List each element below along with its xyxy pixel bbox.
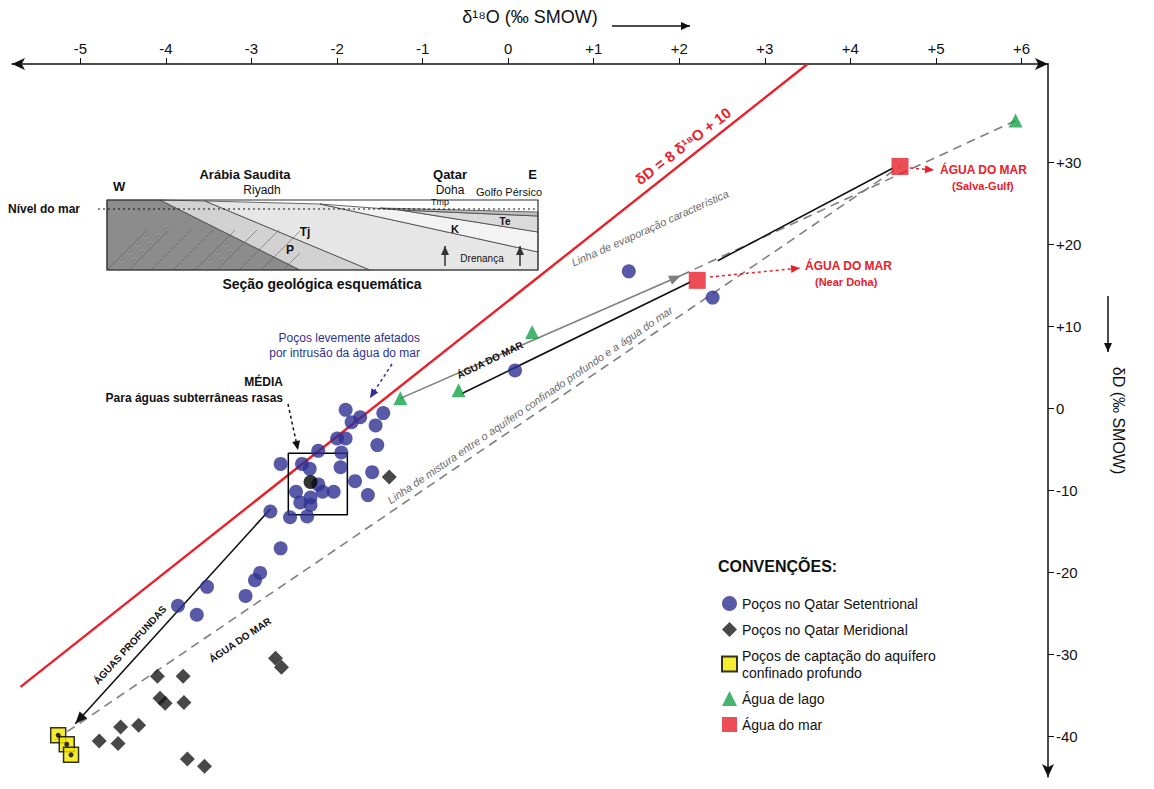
svg-text:-20: -20 <box>1056 564 1078 581</box>
svg-text:(Near Doha): (Near Doha) <box>815 276 878 288</box>
svg-text:Para águas subterrâneas rasas: Para águas subterrâneas rasas <box>106 391 284 405</box>
svg-text:(Salva-Gulf): (Salva-Gulf) <box>952 180 1014 192</box>
svg-text:confinado profundo: confinado profundo <box>742 665 862 681</box>
svg-text:Doha: Doha <box>436 183 465 197</box>
svg-text:Golfo Pérsico: Golfo Pérsico <box>476 186 542 198</box>
svg-text:ÁGUAS PROFUNDAS: ÁGUAS PROFUNDAS <box>91 603 169 687</box>
svg-text:Poços no Qatar Meridional: Poços no Qatar Meridional <box>742 622 908 638</box>
svg-text:+6: +6 <box>1013 40 1030 57</box>
svg-text:+10: +10 <box>1056 318 1081 335</box>
svg-text:Te: Te <box>500 216 511 227</box>
svg-text:-1: -1 <box>416 40 429 57</box>
svg-text:-40: -40 <box>1056 728 1078 745</box>
svg-text:Tmp: Tmp <box>431 197 449 207</box>
svg-text:-10: -10 <box>1056 482 1078 499</box>
svg-text:K: K <box>451 223 459 235</box>
svg-text:+3: +3 <box>756 40 773 57</box>
svg-text:Linha de mistura entre o aquíf: Linha de mistura entre o aquífero confin… <box>385 303 676 506</box>
svg-text:δD (‰ SMOW): δD (‰ SMOW) <box>1110 367 1127 475</box>
svg-text:ÁGUA DO MAR: ÁGUA DO MAR <box>940 162 1027 177</box>
svg-text:-3: -3 <box>245 40 258 57</box>
svg-text:δ¹⁸O (‰ SMOW): δ¹⁸O (‰ SMOW) <box>462 7 598 27</box>
svg-text:-30: -30 <box>1056 646 1078 663</box>
svg-text:0: 0 <box>504 40 512 57</box>
svg-text:Poços levemente afetados: Poços levemente afetados <box>279 331 420 345</box>
svg-text:-4: -4 <box>159 40 172 57</box>
svg-text:ÁGUA DO MAR: ÁGUA DO MAR <box>206 614 273 664</box>
svg-text:Drenança: Drenança <box>460 253 504 264</box>
svg-text:MÉDIA: MÉDIA <box>244 374 283 389</box>
svg-text:Riyadh: Riyadh <box>243 183 280 197</box>
svg-text:+2: +2 <box>671 40 688 57</box>
svg-text:E: E <box>528 167 537 182</box>
svg-text:+30: +30 <box>1056 154 1081 171</box>
svg-text:Seção geológica esquemática: Seção geológica esquemática <box>222 276 421 292</box>
svg-text:Água do mar: Água do mar <box>742 717 822 733</box>
svg-text:Poços de captação do aquífero: Poços de captação do aquífero <box>742 648 936 664</box>
svg-text:Água de lago: Água de lago <box>742 691 825 707</box>
svg-text:+1: +1 <box>585 40 602 57</box>
svg-text:CONVENÇÕES:: CONVENÇÕES: <box>718 556 837 575</box>
svg-text:Nível do mar: Nível do mar <box>8 202 80 216</box>
svg-text:-5: -5 <box>74 40 87 57</box>
svg-text:Qatar: Qatar <box>433 167 467 182</box>
svg-text:por intrusão da água do mar: por intrusão da água do mar <box>269 346 420 360</box>
svg-text:Linha de evaporação caracterís: Linha de evaporação característica <box>570 187 731 268</box>
svg-text:ÁGUA DO MAR: ÁGUA DO MAR <box>455 338 526 381</box>
svg-text:Arábia Saudita: Arábia Saudita <box>199 167 291 182</box>
svg-text:δD = 8 δ¹⁸O + 10: δD = 8 δ¹⁸O + 10 <box>632 104 734 188</box>
svg-text:+5: +5 <box>927 40 944 57</box>
svg-text:Poços no Qatar Setentrional: Poços no Qatar Setentrional <box>742 596 918 612</box>
svg-text:+20: +20 <box>1056 236 1081 253</box>
svg-text:W: W <box>113 179 126 194</box>
svg-text:Tj: Tj <box>300 225 311 239</box>
svg-text:-2: -2 <box>330 40 343 57</box>
svg-text:ÁGUA DO MAR: ÁGUA DO MAR <box>805 258 892 273</box>
svg-text:0: 0 <box>1056 400 1064 417</box>
svg-text:+4: +4 <box>842 40 859 57</box>
svg-text:P: P <box>286 243 294 257</box>
